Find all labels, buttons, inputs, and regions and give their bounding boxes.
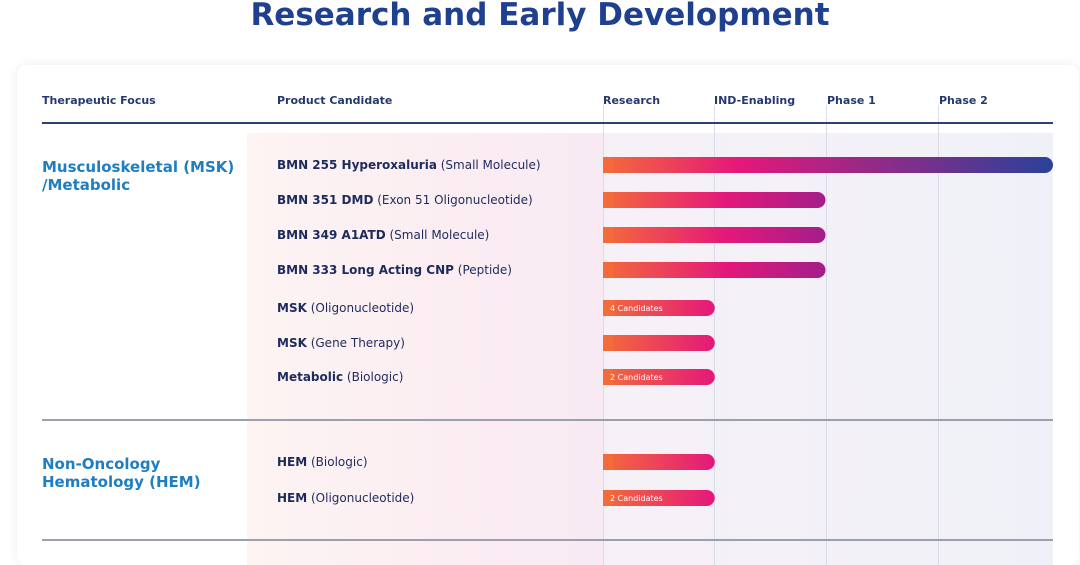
candidate-name: BMN 349 A1ATD (277, 228, 386, 242)
progress-bar (603, 157, 1053, 173)
candidate-modality: (Small Molecule) (385, 228, 490, 242)
candidate-modality: (Oligonucleotide) (307, 491, 415, 505)
candidate-modality: (Exon 51 Oligonucleotide) (373, 193, 533, 207)
progress-bar (603, 454, 715, 470)
candidate-label: MSK (Gene Therapy) (277, 335, 405, 351)
candidate-count-label: 4 Candidates (610, 304, 663, 313)
progress-bar (603, 262, 826, 278)
candidate-band (247, 133, 603, 565)
progress-bar-edge (603, 369, 613, 385)
candidate-label: BMN 255 Hyperoxaluria (Small Molecule) (277, 157, 541, 173)
section-divider (42, 419, 1053, 421)
candidate-count-label: 2 Candidates (610, 373, 663, 382)
candidate-modality: (Oligonucleotide) (306, 301, 415, 315)
candidate-modality: (Peptide) (453, 263, 512, 277)
section-divider (42, 539, 1053, 541)
header-phase1: Phase 1 (827, 94, 876, 107)
progress-bar (603, 490, 715, 506)
progress-bar (603, 369, 715, 385)
candidate-name: BMN 255 Hyperoxaluria (277, 158, 437, 172)
progress-bar-edge (603, 262, 613, 278)
candidate-name: BMN 351 DMD (277, 193, 374, 207)
candidate-name: Metabolic (277, 370, 344, 384)
focus-hematology: Non-Oncology Hematology (HEM) (42, 455, 201, 491)
candidate-modality: (Biologic) (343, 370, 404, 384)
header-product-candidate: Product Candidate (277, 94, 393, 107)
header-phase2: Phase 2 (939, 94, 988, 107)
page-title: Research and Early Development (250, 0, 830, 33)
stage-divider (826, 105, 827, 565)
header-therapeutic-focus: Therapeutic Focus (42, 94, 156, 107)
candidate-name: MSK (277, 301, 307, 315)
focus-msk-metabolic: Musculoskeletal (MSK) /Metabolic (42, 158, 235, 194)
candidate-modality: (Gene Therapy) (306, 336, 405, 350)
progress-bar-edge (603, 335, 613, 351)
candidate-label: MSK (Oligonucleotide) (277, 300, 414, 316)
candidate-modality: (Small Molecule) (436, 158, 541, 172)
header-ind-enabling: IND-Enabling (714, 94, 796, 107)
progress-bar-edge (603, 192, 613, 208)
candidate-label: HEM (Biologic) (277, 454, 368, 470)
candidate-label: Metabolic (Biologic) (277, 369, 403, 385)
candidate-name: BMN 333 Long Acting CNP (277, 263, 454, 277)
progress-bar (603, 227, 826, 243)
stage-divider (714, 105, 715, 565)
candidate-count-label: 2 Candidates (610, 494, 663, 503)
progress-bar-edge (603, 490, 613, 506)
progress-bar-edge (603, 454, 613, 470)
header-rule (42, 122, 1053, 124)
stage-divider (938, 105, 939, 565)
candidate-label: BMN 349 A1ATD (Small Molecule) (277, 227, 489, 243)
progress-bar-edge (603, 227, 613, 243)
header-research: Research (603, 94, 661, 107)
progress-bar (603, 335, 715, 351)
candidate-label: BMN 351 DMD (Exon 51 Oligonucleotide) (277, 192, 533, 208)
progress-bar-edge (603, 157, 613, 173)
candidate-label: HEM (Oligonucleotide) (277, 490, 414, 506)
candidate-modality: (Biologic) (307, 455, 368, 469)
pipeline-bars: 4 Candidates 2 Candidates 2 Candidates (603, 157, 1053, 506)
progress-bar (603, 192, 826, 208)
progress-bar-edge (603, 300, 613, 316)
pipeline-card: Therapeutic Focus Product Candidate Rese… (17, 65, 1079, 565)
progress-bar (603, 300, 715, 316)
candidate-name: HEM (277, 455, 308, 469)
candidate-label: BMN 333 Long Acting CNP (Peptide) (277, 262, 512, 278)
candidate-name: MSK (277, 336, 307, 350)
candidate-name: HEM (277, 491, 308, 505)
